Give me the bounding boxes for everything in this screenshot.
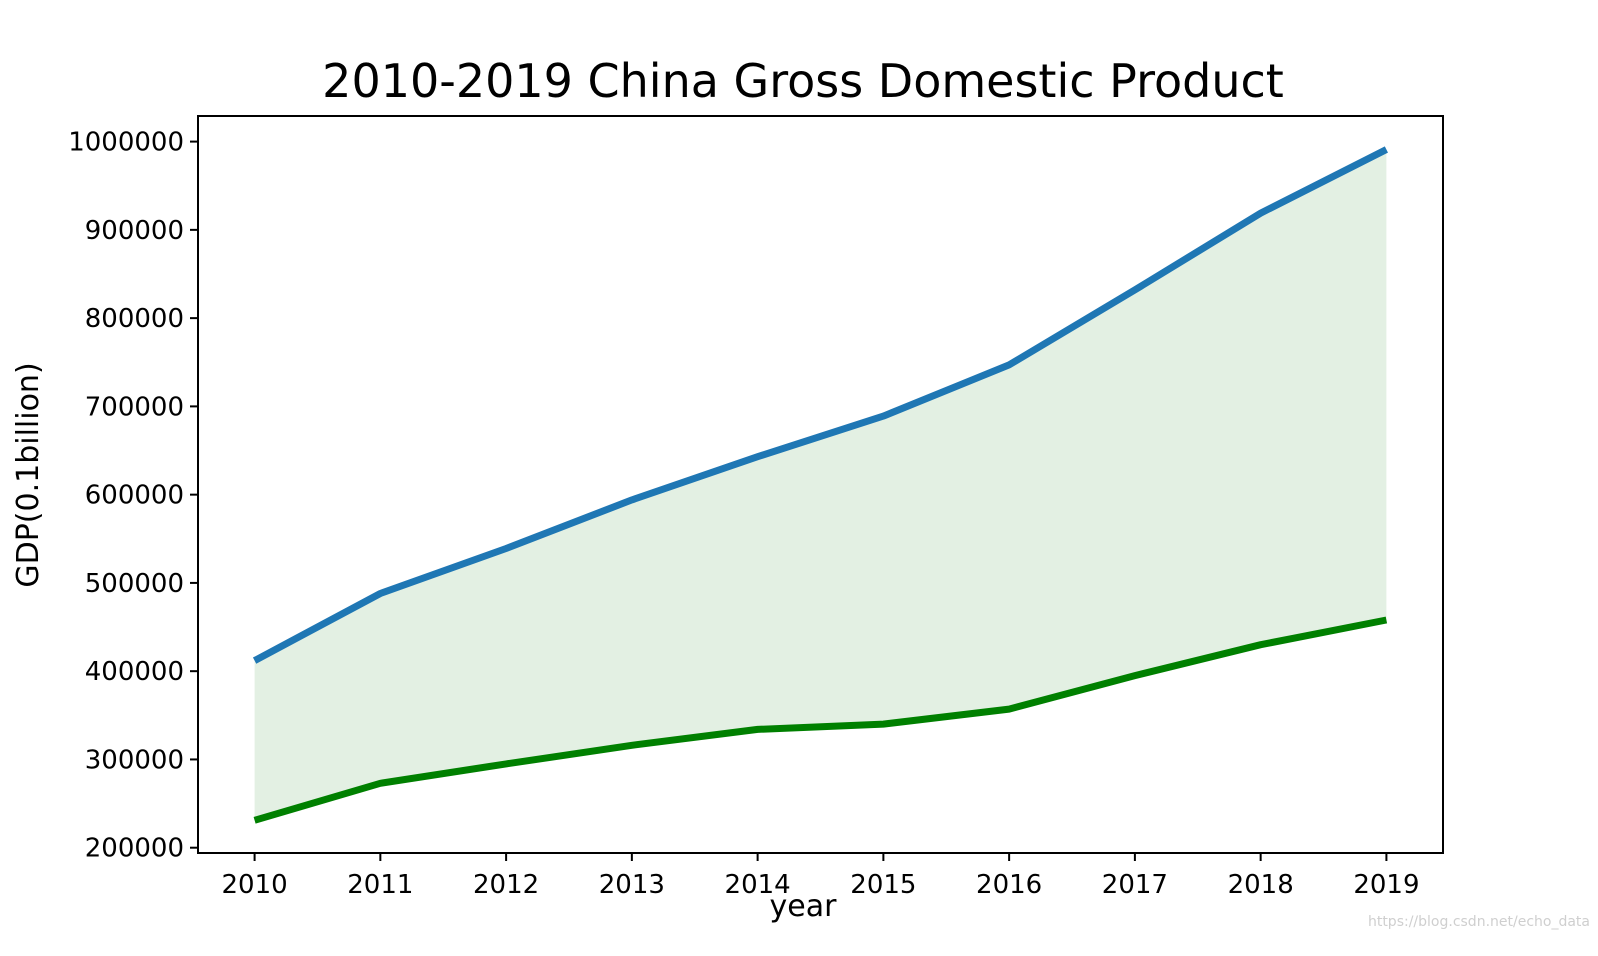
plot-frame [197, 115, 1444, 854]
x-tick-label: 2011 [347, 870, 413, 900]
x-tick-label: 2017 [1102, 870, 1168, 900]
y-tick-label: 600000 [85, 481, 184, 511]
x-tick-label: 2014 [725, 870, 791, 900]
x-axis-label: year [770, 889, 838, 924]
series-line-2 [253, 616, 1388, 824]
x-tick-label: 2012 [473, 870, 539, 900]
y-tick-label: 700000 [85, 392, 184, 422]
x-tick-label: 2010 [222, 870, 288, 900]
y-tick-label: 800000 [85, 304, 184, 334]
series-line-1 [252, 146, 1388, 664]
y-tick-label: 300000 [85, 745, 184, 775]
y-tick-label: 400000 [85, 657, 184, 687]
y-tick-label: 200000 [85, 834, 184, 864]
y-tick-label: 900000 [85, 216, 184, 246]
x-tick-label: 2016 [976, 870, 1042, 900]
watermark-text: https://blog.csdn.net/echo_data [1368, 914, 1590, 930]
y-axis-label: GDP(0.1billion) [11, 362, 46, 587]
y-tick-label: 1000000 [68, 128, 184, 158]
x-tick-label: 2019 [1353, 870, 1419, 900]
x-tick-label: 2018 [1228, 870, 1294, 900]
y-tick-label: 500000 [85, 569, 184, 599]
x-tick-label: 2013 [599, 870, 665, 900]
chart-title: 2010-2019 China Gross Domestic Product [322, 54, 1284, 108]
fill-between-area [254, 149, 1387, 821]
x-tick-label: 2015 [850, 870, 916, 900]
